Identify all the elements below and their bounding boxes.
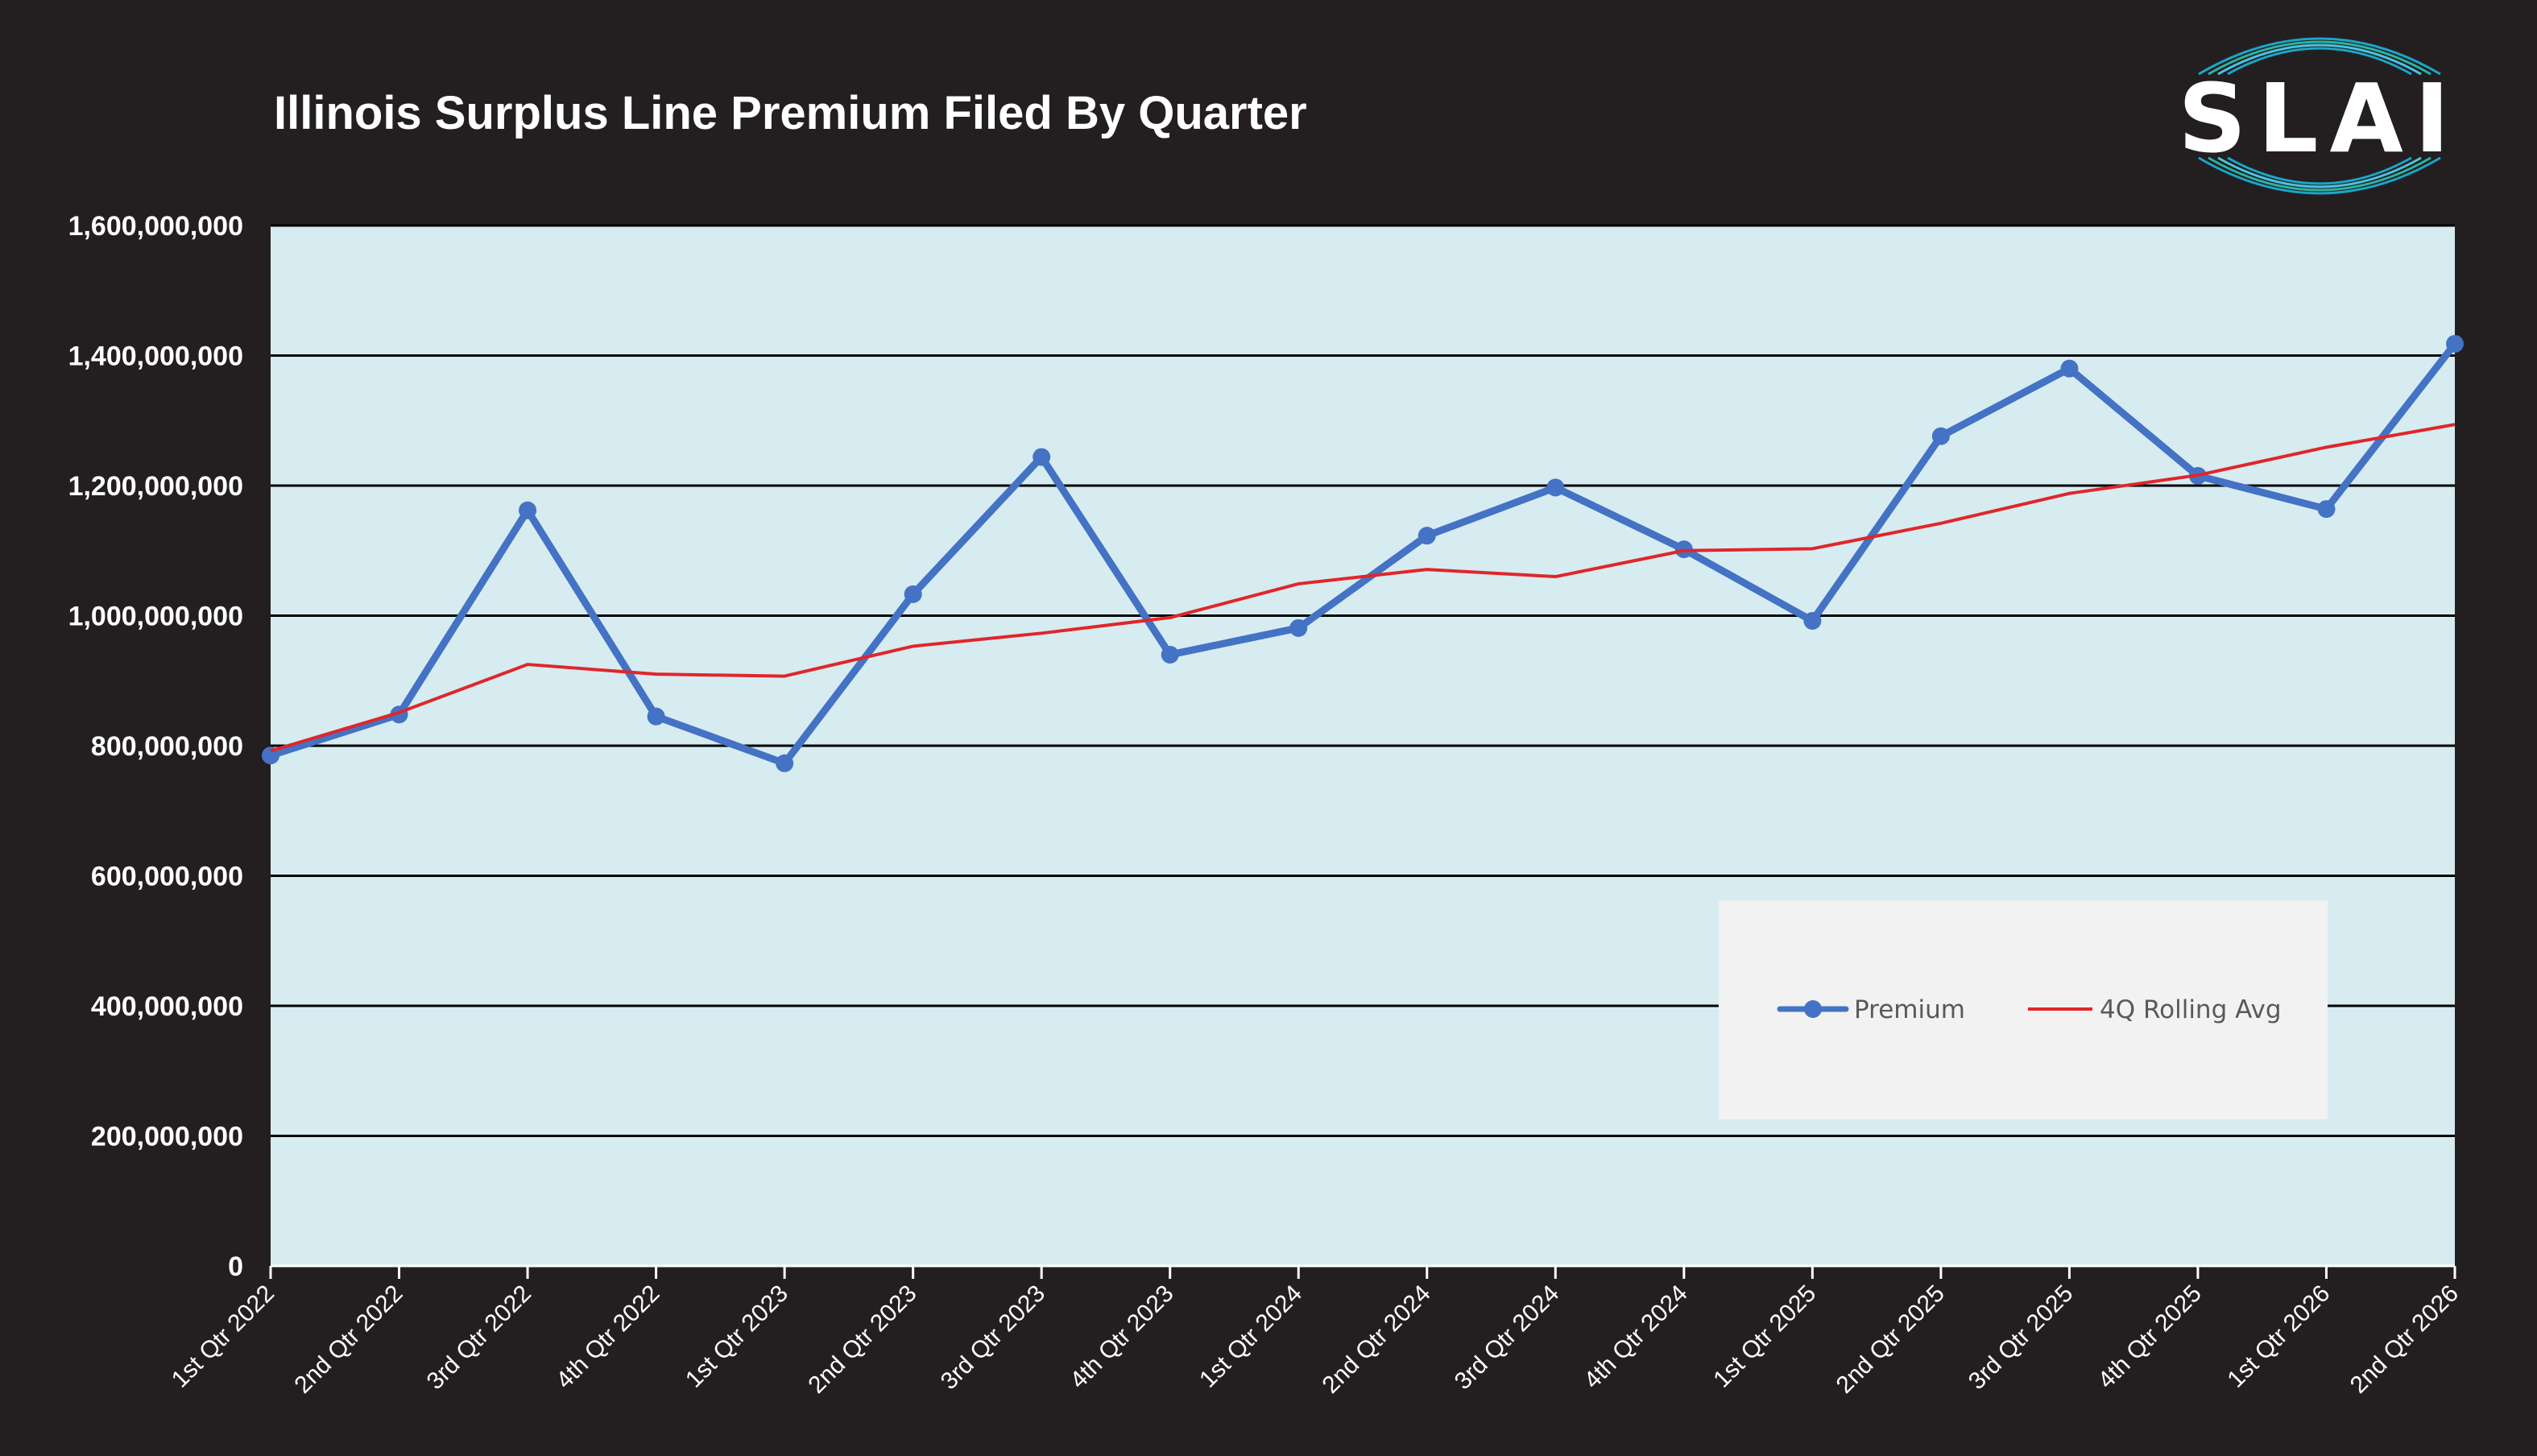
- x-tick-label: 4th Qtr 2025: [2093, 1280, 2207, 1394]
- y-tick-label: 600,000,000: [91, 862, 243, 892]
- data-point: [904, 585, 922, 603]
- x-tick-label: 4th Qtr 2024: [1579, 1280, 1693, 1394]
- data-point: [1417, 527, 1436, 545]
- series-layer: [262, 334, 2464, 772]
- logo-text: SLAI: [2178, 63, 2460, 174]
- x-tick-label: 1st Qtr 2025: [1708, 1280, 1821, 1393]
- logo-ring-arc: [2227, 47, 2412, 76]
- chart-title: Illinois Surplus Line Premium Filed By Q…: [274, 87, 1307, 139]
- logo-ring-arc: [2217, 156, 2422, 188]
- x-tick-label: 2nd Qtr 2026: [2345, 1280, 2464, 1399]
- y-tick-label: 400,000,000: [91, 991, 243, 1022]
- logo-ring-arc: [2198, 156, 2441, 195]
- data-point: [1931, 427, 1950, 445]
- data-point: [2317, 500, 2336, 519]
- logo-ring-arc: [2208, 40, 2431, 76]
- y-tick-label: 1,200,000,000: [68, 471, 243, 502]
- legend-label-rolling-avg: 4Q Rolling Avg: [2100, 995, 2282, 1024]
- y-tick-label: 1,400,000,000: [68, 341, 243, 372]
- x-tick-label: 1st Qtr 2024: [1194, 1280, 1307, 1393]
- data-point: [2060, 359, 2079, 378]
- x-tick-label: 3rd Qtr 2024: [1450, 1280, 1564, 1395]
- logo-ring-arc: [2227, 156, 2412, 185]
- data-point: [1033, 448, 1051, 466]
- series-line-premium: [269, 341, 2458, 767]
- x-tick-label: 2nd Qtr 2022: [289, 1280, 408, 1399]
- data-point: [1289, 618, 1308, 637]
- x-tick-label: 1st Qtr 2023: [681, 1280, 793, 1393]
- y-tick-label: 200,000,000: [91, 1122, 243, 1152]
- logo-ring-arc: [2217, 43, 2422, 76]
- legend-label-premium: Premium: [1854, 995, 1965, 1024]
- x-axis: 1st Qtr 2022 2nd Qtr 2022 3rd Qtr 2022 4th …: [167, 1264, 2464, 1399]
- logo-ring-arc: [2198, 37, 2441, 76]
- x-tick-label: 3rd Qtr 2022: [422, 1280, 536, 1395]
- x-tick-label: 2nd Qtr 2025: [1831, 1280, 1950, 1399]
- slai-logo: SLAI: [2178, 37, 2460, 195]
- data-point: [776, 754, 794, 772]
- x-tick-label: 1st Qtr 2022: [167, 1280, 279, 1393]
- y-tick-label: 1,000,000,000: [68, 602, 243, 632]
- y-tick-label: 1,600,000,000: [68, 211, 243, 242]
- y-axis: 0 200,000,000 400,000,000 600,000,000 800,00…: [68, 211, 243, 1282]
- x-tick-label: 1st Qtr 2026: [2222, 1280, 2335, 1393]
- y-tick-label: 800,000,000: [91, 731, 243, 762]
- x-tick-label: 3rd Qtr 2023: [936, 1280, 1050, 1395]
- x-tick-label: 4th Qtr 2023: [1065, 1280, 1178, 1394]
- data-point: [2446, 334, 2464, 353]
- data-point: [647, 707, 665, 726]
- data-point: [1803, 611, 1822, 630]
- y-tick-label: 0: [228, 1251, 243, 1282]
- x-tick-label: 4th Qtr 2022: [551, 1280, 664, 1394]
- data-point: [1546, 478, 1565, 497]
- legend: Premium 4Q Rolling Avg: [1719, 900, 2328, 1119]
- series-line-4q-rolling-avg: [270, 423, 2456, 753]
- data-point: [1161, 645, 1179, 664]
- x-tick-label: 2nd Qtr 2024: [1318, 1280, 1436, 1399]
- legend-marker-premium: [1804, 1000, 1822, 1018]
- data-point: [519, 501, 537, 519]
- x-tick-label: 3rd Qtr 2025: [1964, 1280, 2078, 1395]
- x-tick-label: 2nd Qtr 2023: [803, 1280, 921, 1399]
- logo-ring-arc: [2208, 156, 2431, 192]
- logo-rings-icon: [2198, 37, 2441, 195]
